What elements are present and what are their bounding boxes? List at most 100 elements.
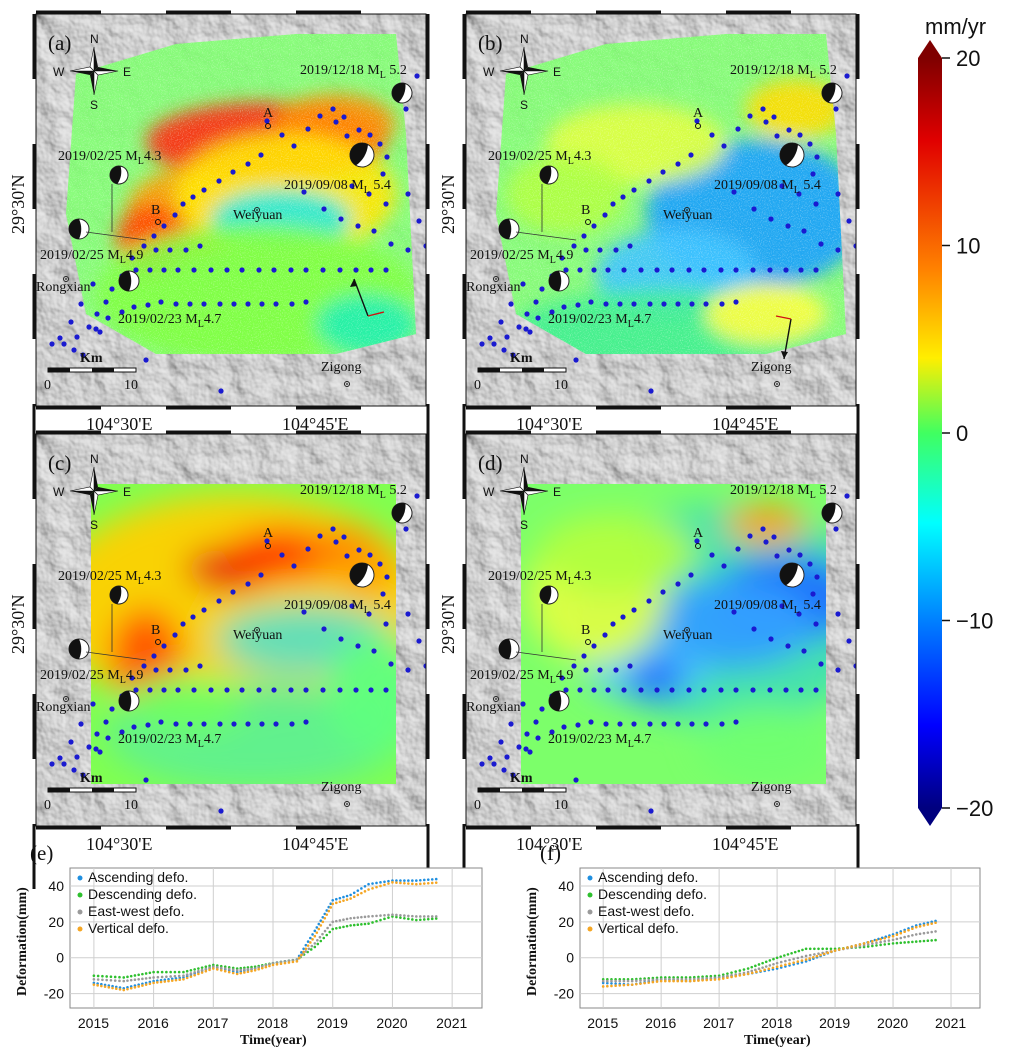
deformation-field (496, 34, 846, 354)
map-panels: A B Weiyuan Rongxian Zigong 2019/12/18 ML 5.2… (8, 10, 860, 889)
station-dot (341, 534, 347, 540)
station-dot (575, 302, 581, 308)
data-point (668, 979, 671, 983)
map-frame (465, 433, 857, 827)
event-label: 2019/09/08 ML 5.4 (714, 598, 821, 616)
data-point (701, 979, 704, 982)
data-point (316, 939, 319, 942)
station-dot (153, 667, 159, 673)
data-point (775, 961, 779, 965)
data-point (295, 960, 299, 963)
station-dot (539, 286, 545, 292)
station-dot (190, 614, 196, 620)
station-dot (259, 301, 265, 307)
x-axis-label: Time(year) (744, 1033, 811, 1048)
place-label: Weiyuan (233, 628, 282, 643)
frame-tick (466, 10, 531, 14)
data-point (306, 944, 310, 947)
frame-tick (856, 144, 860, 209)
station-dot (661, 301, 667, 307)
data-point (338, 926, 342, 929)
data-point (877, 937, 880, 941)
station-dot (818, 661, 824, 667)
data-point (371, 882, 374, 885)
data-point (813, 953, 816, 956)
data-point (734, 974, 737, 978)
station-dot (259, 721, 265, 727)
scale-bar-seg (522, 368, 544, 372)
data-point (854, 944, 858, 947)
frame-tick (596, 430, 661, 434)
place-label: Zigong (321, 360, 361, 375)
data-point (300, 953, 303, 957)
data-point (639, 982, 642, 985)
data-point (363, 890, 367, 893)
x-tick-label: 2015 (587, 1015, 618, 1031)
station-dot (627, 663, 633, 669)
data-point (680, 976, 684, 979)
data-point (430, 915, 434, 918)
data-point (177, 974, 181, 978)
data-point (260, 965, 264, 968)
station-dot (603, 721, 609, 727)
station-dot (94, 731, 100, 737)
station-dot (535, 315, 541, 321)
data-point (430, 878, 434, 881)
legend-label: East-west defo. (88, 903, 185, 919)
station-dot (161, 267, 167, 273)
data-point (717, 976, 721, 979)
y-tick-label: -20 (554, 986, 574, 1002)
data-point (688, 977, 692, 981)
data-point (197, 967, 200, 970)
data-point (243, 968, 246, 971)
data-point (338, 900, 342, 904)
point-marker (695, 543, 701, 549)
plot-area (579, 867, 981, 1009)
station-dot (383, 621, 389, 627)
station-dot (147, 687, 153, 693)
data-point (165, 970, 168, 974)
frame-tick (466, 406, 531, 410)
frame-tick (166, 406, 231, 410)
data-point (356, 923, 360, 927)
station-dot (231, 721, 237, 727)
data-point (610, 984, 613, 988)
speckle (66, 34, 416, 354)
station-dot (573, 357, 579, 363)
station-dot (291, 143, 297, 149)
station-dot (523, 746, 529, 752)
data-point (169, 970, 172, 974)
station-dot (97, 329, 103, 335)
frame-tick (426, 144, 430, 209)
data-point (387, 916, 390, 919)
data-point (212, 963, 215, 967)
compass-e: E (123, 485, 131, 499)
data-point (643, 979, 646, 982)
data-point (684, 976, 688, 979)
station-dot (689, 301, 695, 307)
data-point (418, 882, 422, 886)
data-point (349, 893, 352, 897)
data-point (328, 923, 332, 927)
station-dot (245, 581, 251, 587)
data-point (672, 976, 675, 979)
station-dot (617, 301, 623, 307)
station-dot (201, 607, 207, 613)
event-label: 2019/02/25 ML4.9 (40, 668, 143, 686)
station-dot (208, 687, 214, 693)
data-point (850, 945, 853, 948)
data-point (182, 974, 185, 977)
data-point (742, 973, 746, 976)
data-point (129, 974, 133, 978)
station-dot (245, 161, 251, 167)
data-point (705, 978, 709, 982)
data-point (227, 967, 231, 971)
data-point (655, 980, 659, 983)
station-dot (703, 301, 709, 307)
data-point (113, 975, 117, 979)
compass-w: W (483, 485, 495, 499)
data-point (709, 974, 713, 978)
legend-marker (587, 875, 593, 881)
data-point (208, 964, 211, 968)
event-label: 2019/02/23 ML4.7 (118, 732, 221, 750)
